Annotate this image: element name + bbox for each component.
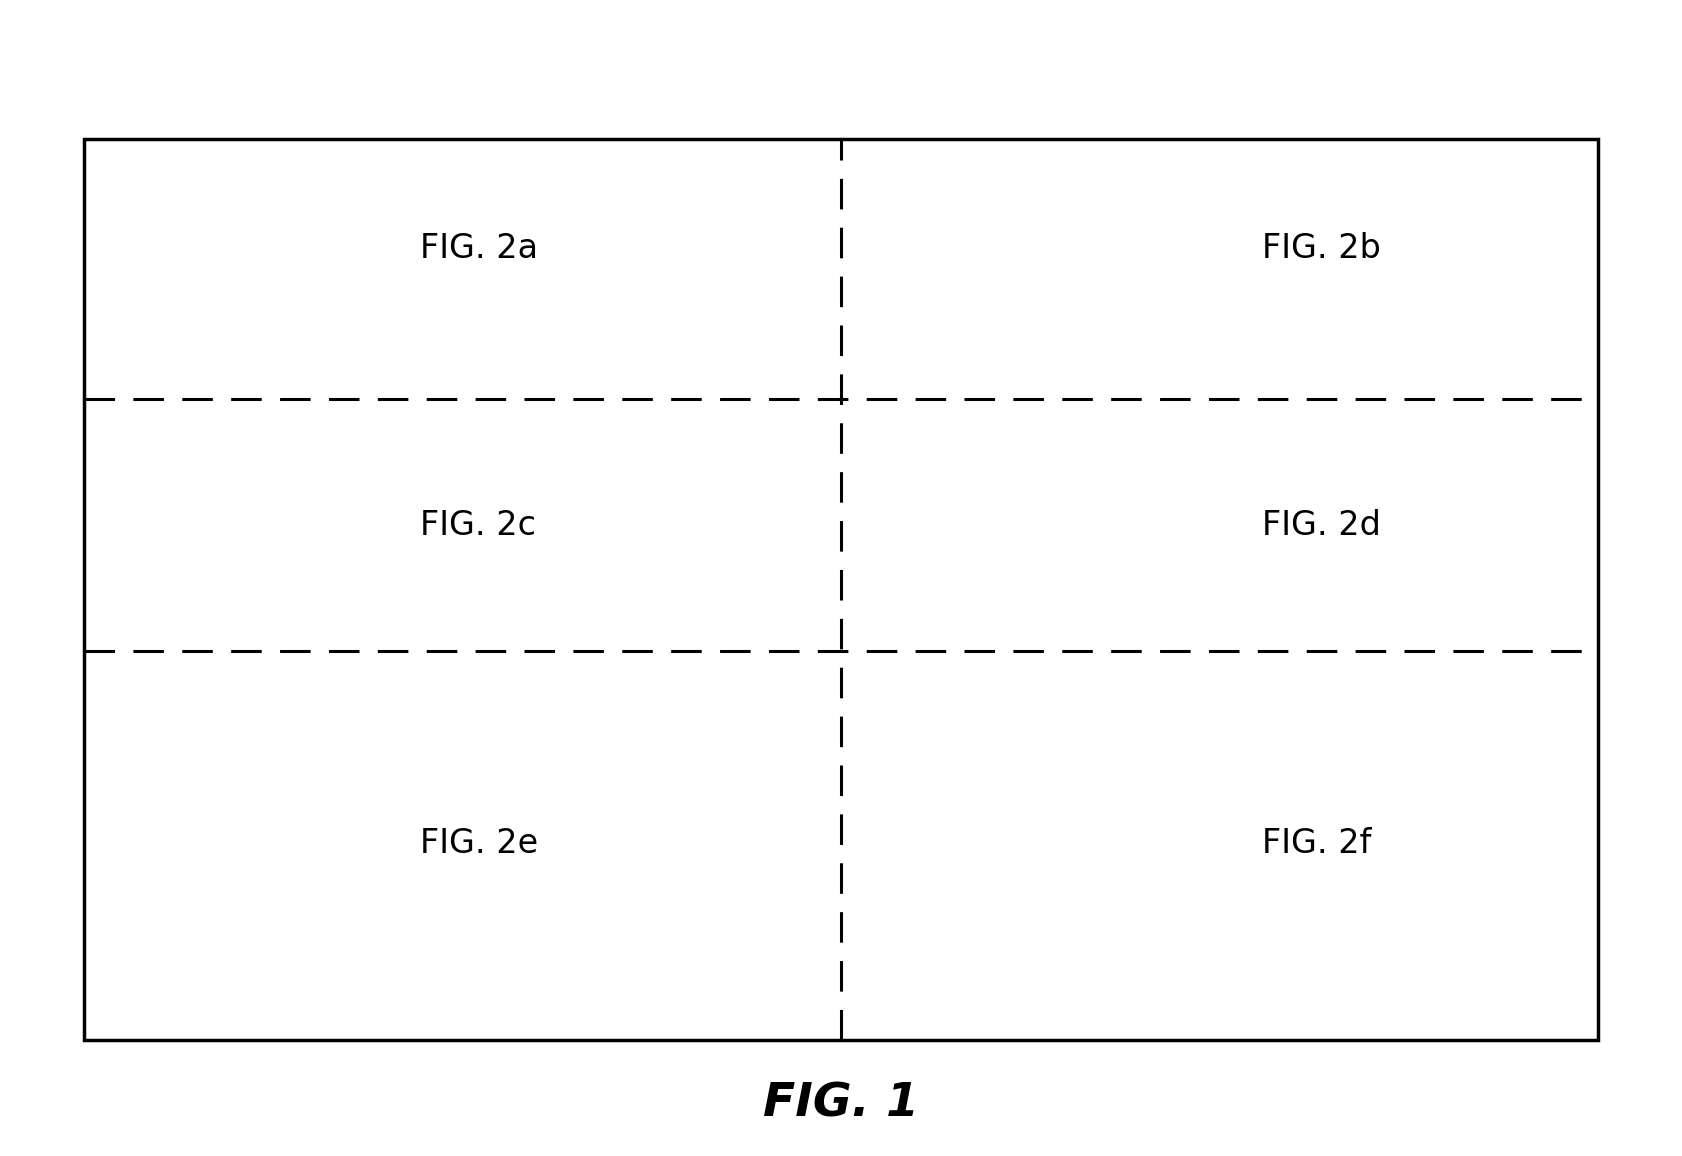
- Text: FIG. 1: FIG. 1: [764, 1082, 918, 1126]
- Text: FIG. 2a: FIG. 2a: [420, 232, 538, 265]
- Text: FIG. 2e: FIG. 2e: [420, 828, 538, 860]
- Text: FIG. 2d: FIG. 2d: [1262, 510, 1381, 542]
- Text: FIG. 2b: FIG. 2b: [1262, 232, 1381, 265]
- Bar: [84, 139, 1598, 1040]
- Text: FIG. 2f: FIG. 2f: [1262, 828, 1371, 860]
- Text: FIG. 2c: FIG. 2c: [420, 510, 537, 542]
